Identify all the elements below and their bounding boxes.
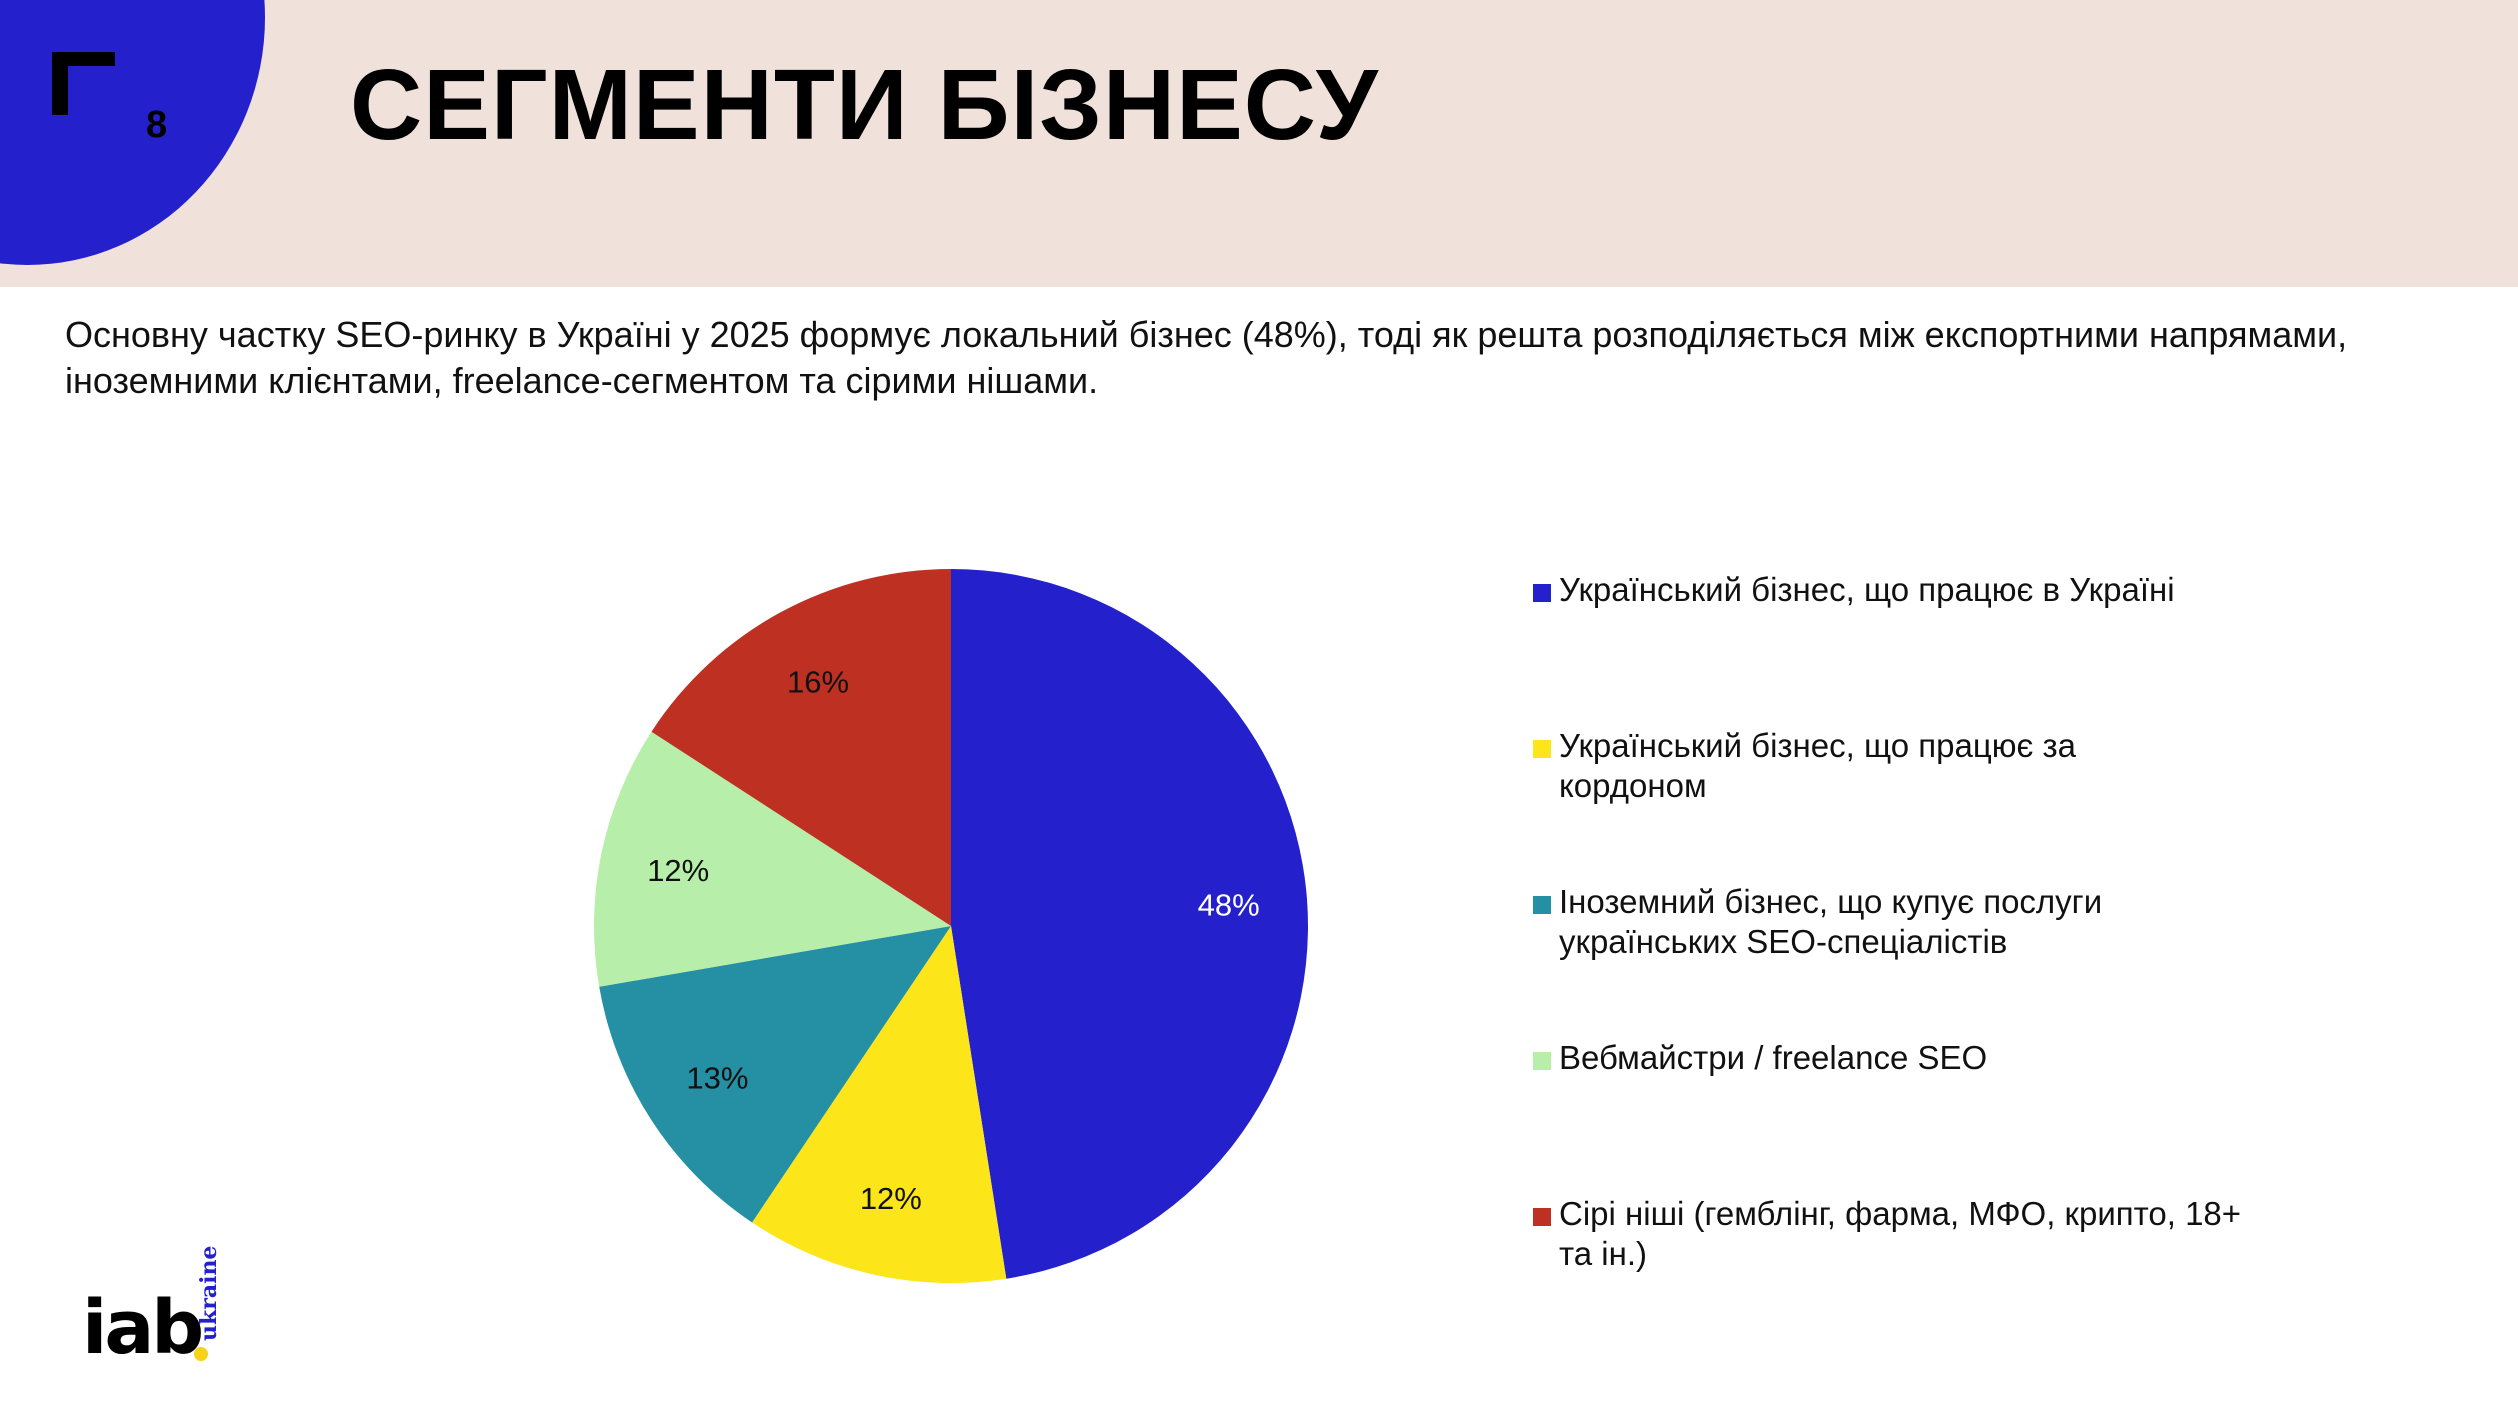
- pie-slice-abroad-business: [752, 926, 1007, 1283]
- legend-item-local-business: Український бізнес, що працює в Україні: [1533, 570, 2259, 610]
- corner-bracket-icon: [52, 52, 115, 115]
- legend-swatch: [1533, 1052, 1551, 1070]
- legend-label: Український бізнес, що працює за кордоно…: [1559, 727, 2076, 804]
- legend-label: Сірі ніші (гемблінг, фарма, МФО, крипто,…: [1559, 1195, 2242, 1272]
- iab-logo-dot: [194, 1347, 208, 1361]
- legend-label: Іноземний бізнес, що купує послуги украї…: [1559, 883, 2103, 960]
- iab-logo-sub: ukraine: [196, 1245, 222, 1341]
- pie-data-label-grey-niches: 16%: [787, 664, 849, 699]
- legend-label: Вебмайстри / freelance SEO: [1559, 1039, 1988, 1076]
- legend-item-abroad-business: Український бізнес, що працює за кордоно…: [1533, 726, 2179, 806]
- pie-data-label-local-business: 48%: [1198, 887, 1260, 922]
- corner-circle-decoration: [0, 0, 265, 265]
- legend-swatch: [1533, 1208, 1551, 1226]
- pie-slice-freelance: [594, 731, 951, 987]
- pie-data-label-abroad-business: 12%: [860, 1181, 922, 1216]
- legend-swatch: [1533, 896, 1551, 914]
- intro-text: Основну частку SEO-ринку в Україні у 202…: [65, 314, 2348, 401]
- page-title: СЕГМЕНТИ БІЗНЕСУ: [350, 49, 1379, 161]
- header-band: 8 СЕГМЕНТИ БІЗНЕСУ: [0, 0, 2518, 287]
- pie-slice-grey-niches: [651, 569, 951, 926]
- page-number: 8: [146, 104, 168, 146]
- legend-label: Український бізнес, що працює в Україні: [1559, 571, 2175, 608]
- iab-logo-word: iab: [82, 1285, 204, 1371]
- pie-slice-local-business: [951, 569, 1308, 1279]
- legend-swatch: [1533, 740, 1551, 758]
- pie-data-label-foreign-business: 13%: [686, 1061, 748, 1096]
- legend-item-freelance: Вебмайстри / freelance SEO: [1533, 1038, 2259, 1078]
- pie-slice-foreign-business: [599, 926, 951, 1223]
- legend-item-foreign-business: Іноземний бізнес, що купує послуги украї…: [1533, 882, 2219, 962]
- iab-ukraine-logo: iab ukraine: [82, 1246, 232, 1405]
- legend-swatch: [1533, 584, 1551, 602]
- legend-item-grey-niches: Сірі ніші (гемблінг, фарма, МФО, крипто,…: [1533, 1194, 2259, 1274]
- pie-data-label-freelance: 12%: [647, 853, 709, 888]
